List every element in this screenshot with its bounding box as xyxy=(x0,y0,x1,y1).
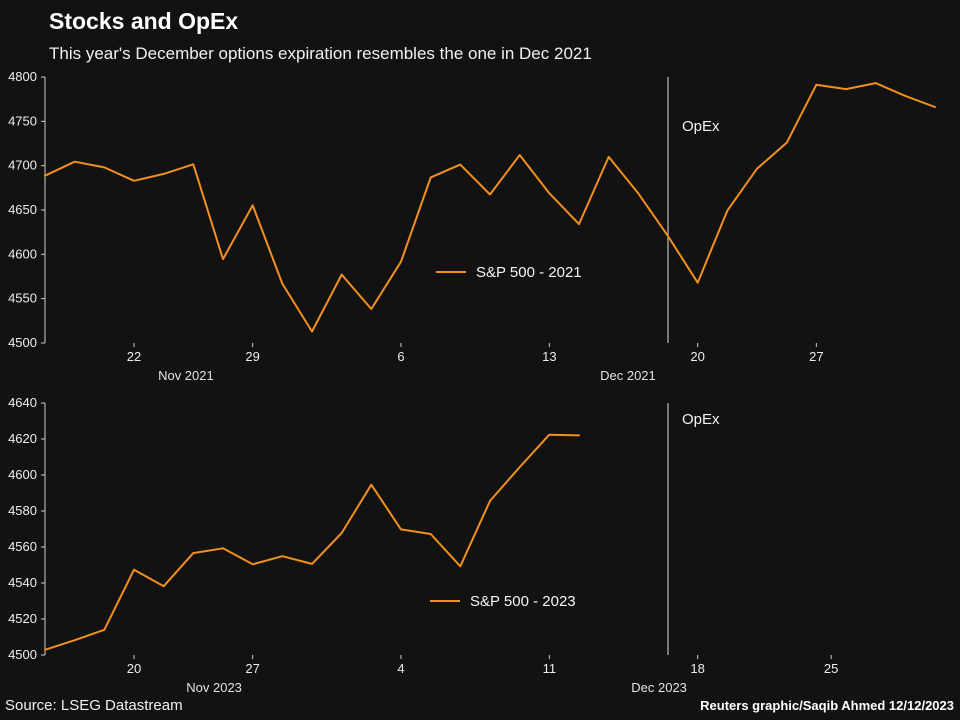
x-tick-label: 27 xyxy=(245,661,259,676)
x-tick-label: 25 xyxy=(824,661,838,676)
x-tick-label: 22 xyxy=(127,349,141,364)
x-tick-label: 29 xyxy=(245,349,259,364)
source-note: Source: LSEG Datastream xyxy=(5,697,183,714)
x-tick-label: 20 xyxy=(690,349,704,364)
legend-label: S&P 500 - 2023 xyxy=(470,593,576,610)
month-label: Dec 2023 xyxy=(631,680,687,695)
page-subtitle: This year's December options expiration … xyxy=(49,44,592,63)
x-tick-label: 13 xyxy=(542,349,556,364)
sp500-2023-line xyxy=(44,433,580,651)
sp500-2021-line xyxy=(44,82,936,333)
chart-sp500-2021: 4500 4550 4600 4650 4700 4750 4800 22 29 6 13 20 27 N… xyxy=(8,69,936,383)
legend-label: S&P 500 - 2021 xyxy=(476,264,582,281)
page-title: Stocks and OpEx xyxy=(49,8,239,34)
x-tick-label: 6 xyxy=(397,349,404,364)
opex-label: OpEx xyxy=(682,411,720,428)
x-tick-label: 4 xyxy=(397,661,404,676)
y-tick-label: 4540 xyxy=(8,575,37,590)
x-tick-label: 18 xyxy=(690,661,704,676)
y-tick-label: 4620 xyxy=(8,431,37,446)
y-tick-label: 4500 xyxy=(8,335,37,350)
x-tick-label: 11 xyxy=(543,661,557,676)
month-label: Nov 2023 xyxy=(186,680,242,695)
y-tick-label: 4580 xyxy=(8,503,37,518)
y-tick-label: 4800 xyxy=(8,69,37,84)
x-tick-label: 20 xyxy=(127,661,141,676)
month-label: Nov 2021 xyxy=(158,368,214,383)
y-tick-label: 4550 xyxy=(8,291,37,306)
y-tick-label: 4500 xyxy=(8,647,37,662)
opex-label: OpEx xyxy=(682,118,720,135)
credit-note: Reuters graphic/Saqib Ahmed 12/12/2023 xyxy=(700,698,954,713)
footer: Source: LSEG Datastream Reuters graphic/… xyxy=(0,697,960,714)
y-tick-label: 4750 xyxy=(8,113,37,128)
y-tick-label: 4560 xyxy=(8,539,37,554)
y-tick-label: 4700 xyxy=(8,158,37,173)
y-tick-label: 4520 xyxy=(8,611,37,626)
x-tick-label: 27 xyxy=(809,349,823,364)
y-tick-label: 4600 xyxy=(8,246,37,261)
chart-sp500-2023: 4500 4520 4540 4560 4580 4600 4620 4640 20 27 4 11 1… xyxy=(8,395,838,695)
y-tick-label: 4640 xyxy=(8,395,37,410)
y-tick-label: 4650 xyxy=(8,202,37,217)
month-label: Dec 2021 xyxy=(600,368,656,383)
y-tick-label: 4600 xyxy=(8,467,37,482)
